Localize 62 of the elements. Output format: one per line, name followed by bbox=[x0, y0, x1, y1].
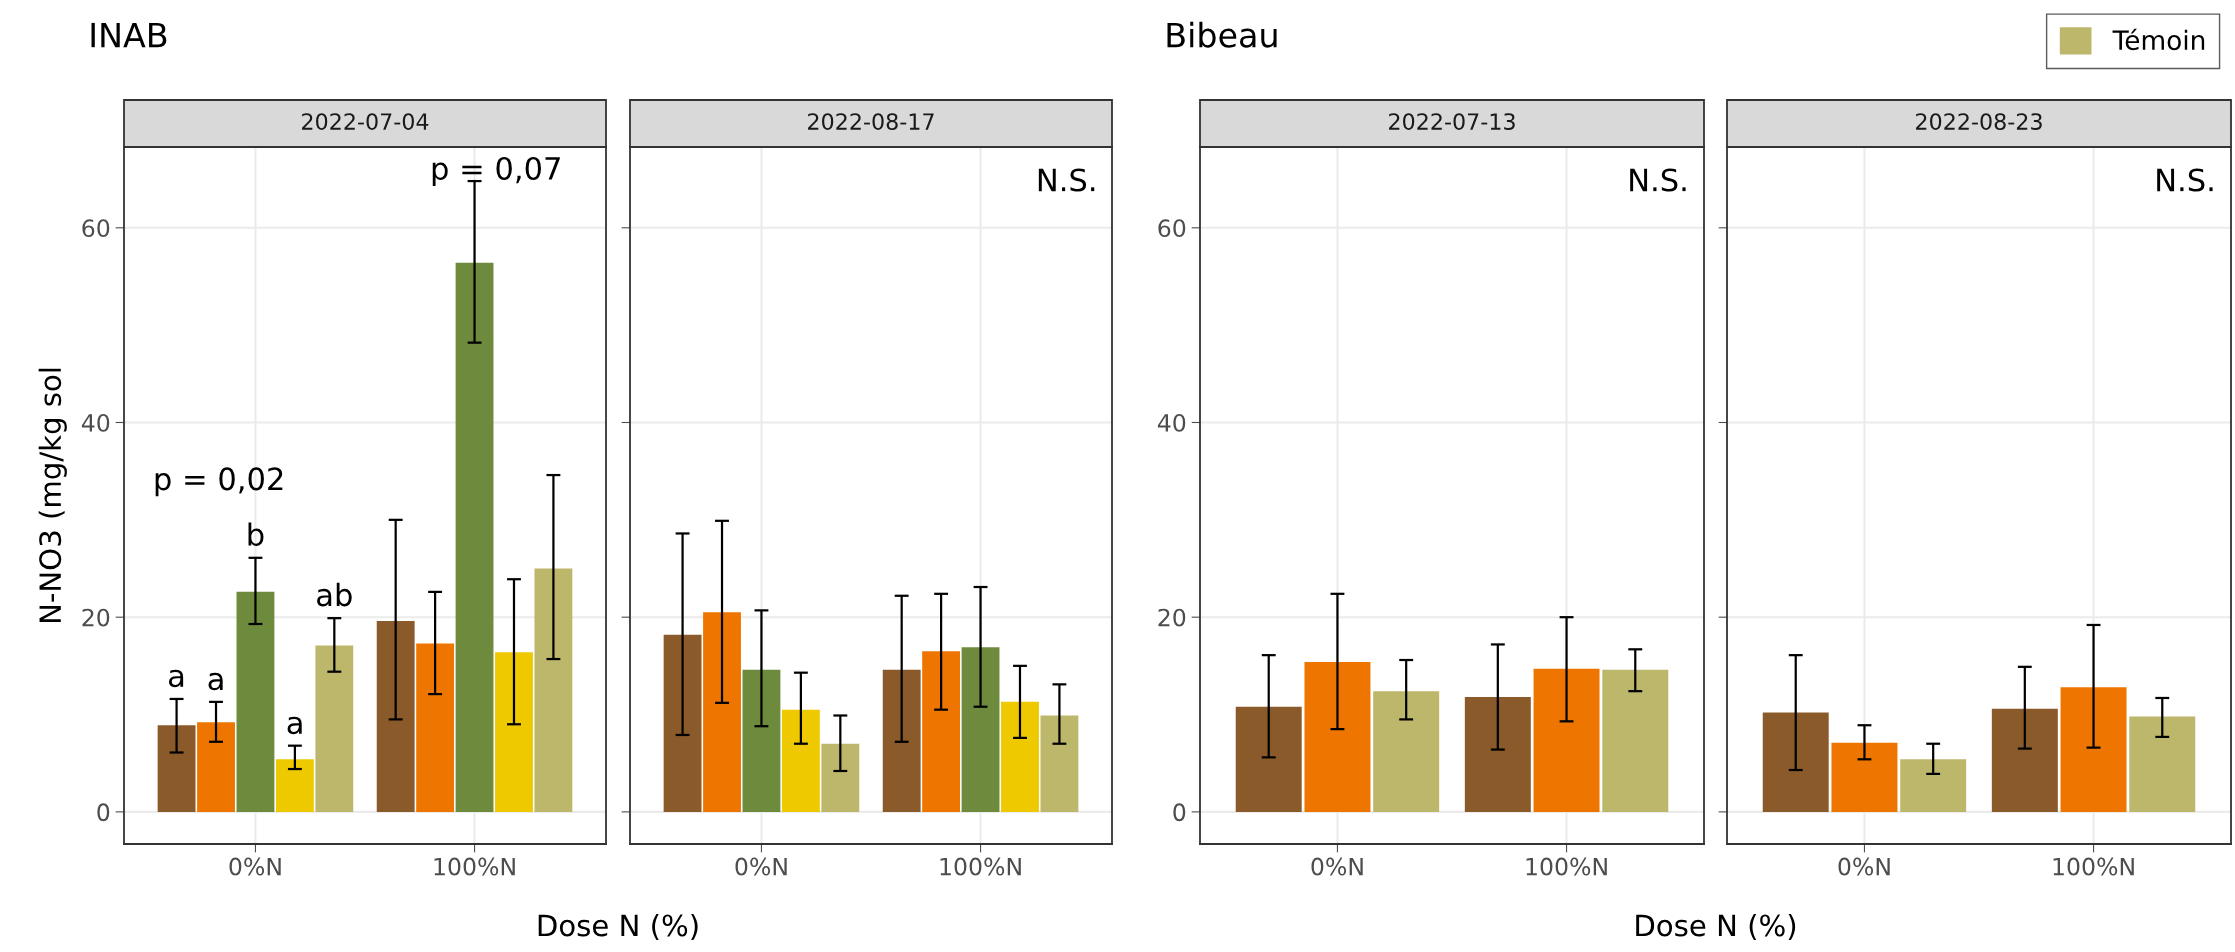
x-tick-label: 0%N bbox=[735, 857, 787, 876]
bar bbox=[1991, 708, 2058, 812]
annotation: ab bbox=[317, 582, 352, 607]
legend-label: Témoin bbox=[2112, 28, 2205, 51]
y-tick-label: 40 bbox=[81, 413, 110, 432]
chart-title: INAB bbox=[91, 22, 167, 48]
x-tick-label: 100%N bbox=[2053, 857, 2134, 876]
x-tick-label: 0%N bbox=[1838, 857, 1890, 876]
bar bbox=[315, 645, 354, 812]
y-tick-label: 60 bbox=[1158, 219, 1186, 238]
annotation: a bbox=[208, 672, 223, 691]
y-tick-label: 60 bbox=[82, 219, 110, 238]
chart-subtitle: 2022-07-13 bbox=[1389, 113, 1515, 130]
bar bbox=[2129, 716, 2196, 812]
bar bbox=[157, 725, 196, 812]
bar bbox=[703, 612, 741, 812]
bar bbox=[2060, 687, 2127, 812]
annotation: N.S. bbox=[1038, 168, 1095, 192]
chart-title: Bibeau bbox=[1167, 21, 1277, 48]
x-tick-label: 0%N bbox=[1311, 857, 1363, 876]
x-axis-title: Dose N (%) bbox=[1636, 913, 1796, 940]
bar bbox=[1900, 759, 1967, 812]
bar bbox=[961, 647, 1000, 812]
bar bbox=[882, 669, 921, 812]
bar bbox=[534, 568, 573, 812]
bar bbox=[922, 651, 961, 812]
y-tick-label: 0 bbox=[1173, 803, 1186, 822]
chart-subtitle: 2022-07-04 bbox=[302, 113, 429, 130]
y-tick-label: 20 bbox=[1158, 608, 1186, 627]
annotation: p = 0,07 bbox=[432, 156, 560, 186]
bar bbox=[1040, 715, 1079, 812]
y-axis-title: N-NO3 (mg/kg sol bbox=[38, 368, 67, 623]
bar bbox=[742, 669, 781, 812]
annotation: a bbox=[287, 716, 302, 735]
bar bbox=[821, 743, 860, 812]
bar bbox=[1001, 701, 1039, 812]
bar bbox=[781, 709, 820, 812]
bar bbox=[197, 722, 235, 812]
annotation: a bbox=[169, 669, 184, 688]
x-axis-title: Dose N (%) bbox=[538, 913, 698, 940]
bar bbox=[663, 634, 702, 812]
bar bbox=[1762, 712, 1829, 812]
bar bbox=[236, 591, 275, 812]
bar bbox=[455, 262, 494, 812]
x-tick-label: 0%N bbox=[229, 857, 281, 876]
x-tick-label: 100%N bbox=[1526, 857, 1607, 876]
y-tick-label: 20 bbox=[82, 608, 110, 627]
y-tick-label: 0 bbox=[97, 803, 110, 822]
bar bbox=[416, 643, 455, 812]
bar bbox=[376, 621, 415, 812]
x-tick-label: 100%N bbox=[434, 857, 515, 876]
annotation: p = 0,02 bbox=[155, 467, 283, 497]
bar bbox=[495, 652, 533, 812]
x-tick-label: 100%N bbox=[940, 857, 1021, 876]
bar bbox=[1831, 742, 1898, 812]
annotation: N.S. bbox=[2157, 168, 2213, 192]
chart-subtitle: 2022-08-23 bbox=[1916, 113, 2042, 130]
annotation: b bbox=[248, 522, 264, 547]
bar bbox=[275, 759, 314, 812]
chart-subtitle: 2022-08-17 bbox=[808, 113, 934, 130]
annotation: N.S. bbox=[1630, 168, 1686, 192]
y-tick-label: 40 bbox=[1157, 413, 1186, 432]
